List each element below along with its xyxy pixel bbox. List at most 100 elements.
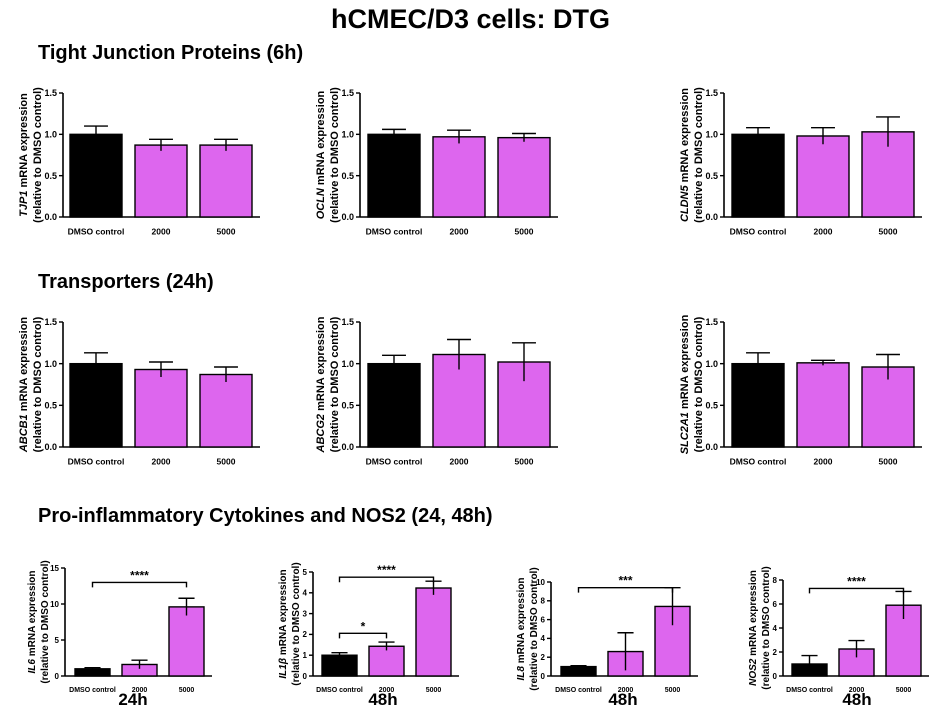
y-axis-label-gene: IL8 (516, 666, 527, 681)
y-tick-label: 6 (773, 600, 778, 609)
y-tick-label: 0 (773, 672, 778, 681)
x-tick-label: 5000 (879, 227, 898, 237)
y-axis-label-text: mRNA expression (315, 90, 327, 188)
y-axis-label: NOS2 mRNA expression (748, 570, 759, 686)
y-tick-label: 1.0 (44, 359, 57, 369)
y-tick-label: 1.5 (705, 88, 718, 98)
y-axis-label-line2: (relative to DMSO control) (529, 567, 540, 690)
y-tick-label: 8 (773, 576, 778, 585)
x-tick-label: 2000 (379, 687, 395, 694)
y-axis-label-line2: (relative to DMSO control) (761, 566, 772, 689)
bar-control (731, 362, 785, 448)
x-tick-label: 2000 (450, 457, 469, 467)
y-tick-label: 8 (541, 597, 546, 606)
x-tick-label: DMSO control (68, 457, 125, 467)
significance-bracket (338, 632, 388, 639)
significance-bracket (577, 586, 674, 593)
significance-bracket (808, 587, 905, 594)
y-tick-label: 0.5 (341, 171, 354, 181)
chart-abcg2: 0.0 0.5 1.0 1.5 ABCG2 mRNA expression (relati… (315, 316, 558, 467)
x-tick-label: 5000 (515, 227, 534, 237)
x-tick-label: DMSO control (786, 687, 833, 694)
y-axis-label-text: mRNA expression (516, 578, 527, 667)
y-axis-label: TJP1 mRNA expression (18, 93, 30, 217)
bar-2000 (368, 645, 405, 677)
bar-2000 (796, 362, 850, 448)
y-tick-label: 0 (55, 672, 60, 681)
y-tick-label: 1.5 (341, 317, 354, 327)
bar-control (69, 133, 123, 218)
section-title-tight-junction: Tight Junction Proteins (6h) (38, 42, 304, 64)
y-tick-label: 0.5 (44, 400, 57, 410)
chart-nos2: 0 2 4 6 8 NOS2 mRNA expression (relative to DM… (748, 566, 929, 694)
y-tick-label: 1.5 (44, 88, 57, 98)
figure-title: hCMEC/D3 cells: DTG (330, 4, 611, 34)
y-axis-label-line2: (relative to DMSO control) (291, 562, 302, 685)
chart-tjp1: 0.0 0.5 1.0 1.5 TJP1 mRNA expression (relativ… (18, 87, 260, 237)
x-tick-label: 5000 (665, 687, 681, 694)
y-tick-label: 2 (773, 648, 778, 657)
bar-2000 (134, 368, 188, 448)
x-tick-label: 2000 (814, 227, 833, 237)
significance-bracket (91, 581, 188, 588)
time-label-il8: 48h (608, 690, 638, 709)
y-tick-label: 1.0 (341, 129, 354, 139)
y-axis-label-line2: (relative to DMSO control) (329, 87, 341, 223)
y-tick-label: 0.0 (44, 212, 57, 222)
bar-control (560, 665, 597, 677)
x-tick-label: 2000 (814, 457, 833, 467)
significance-bracket (338, 576, 435, 583)
bar-2000 (432, 136, 486, 218)
y-axis-label-gene: SLC2A1 (679, 412, 691, 454)
bar-5000 (199, 144, 253, 218)
y-tick-label: 0.0 (705, 212, 718, 222)
x-tick-label: 2000 (152, 227, 171, 237)
x-tick-label: DMSO control (68, 227, 125, 237)
bar-2000 (134, 144, 188, 218)
y-tick-label: 2 (541, 653, 546, 662)
y-tick-label: 5 (55, 636, 60, 645)
y-tick-label: 6 (541, 615, 546, 624)
significance-label: *** (618, 574, 632, 588)
chart-il1b: 0 1 2 3 4 5 IL1β mRNA expression (relative to D… (278, 562, 459, 694)
chart-abcb1: 0.0 0.5 1.0 1.5 ABCB1 mRNA expression (relati… (18, 316, 260, 467)
y-axis-label-line2: (relative to DMSO control) (32, 316, 44, 452)
y-tick-label: 0.5 (705, 400, 718, 410)
y-axis-label: CLDN5 mRNA expression (679, 88, 691, 222)
y-tick-label: 1.5 (44, 317, 57, 327)
y-tick-label: 4 (303, 589, 308, 598)
y-tick-label: 0.0 (341, 212, 354, 222)
bar-2000 (796, 135, 850, 218)
y-axis-label: IL1β mRNA expression (278, 569, 289, 678)
x-tick-label: 5000 (217, 227, 236, 237)
bar-control (731, 133, 785, 218)
y-axis-label: ABCB1 mRNA expression (18, 317, 30, 454)
bar-control (69, 362, 123, 448)
y-tick-label: 1 (303, 651, 308, 660)
y-axis-label-text: mRNA expression (18, 93, 30, 191)
chart-slc2a1: 0.0 0.5 1.0 1.5 SLC2A1 mRNA expression (relat… (679, 314, 922, 467)
y-axis-label-gene: TJP1 (18, 191, 30, 217)
y-tick-label: 10 (536, 578, 545, 587)
time-label-il6: 24h (118, 690, 148, 709)
y-axis-label-text: mRNA expression (748, 570, 759, 659)
y-axis-label-line2: (relative to DMSO control) (693, 87, 705, 223)
y-tick-label: 1.0 (341, 359, 354, 369)
y-axis-label-gene: ABCG2 (315, 414, 327, 454)
y-tick-label: 5 (303, 568, 308, 577)
y-axis-label-gene: ABCB1 (18, 414, 30, 453)
bar-control (367, 133, 421, 218)
y-tick-label: 1.5 (341, 88, 354, 98)
y-tick-label: 4 (773, 624, 778, 633)
y-axis-label-gene: IL6 (27, 659, 38, 674)
y-axis-label-line2: (relative to DMSO control) (329, 316, 341, 452)
x-tick-label: DMSO control (555, 687, 602, 694)
y-tick-label: 0.5 (44, 171, 57, 181)
bar-5000 (168, 606, 205, 677)
section-title-transporters: Transporters (24h) (38, 271, 214, 293)
bar-control (367, 362, 421, 448)
y-tick-label: 4 (541, 634, 546, 643)
y-tick-label: 0.5 (705, 171, 718, 181)
bar-control (321, 654, 358, 677)
